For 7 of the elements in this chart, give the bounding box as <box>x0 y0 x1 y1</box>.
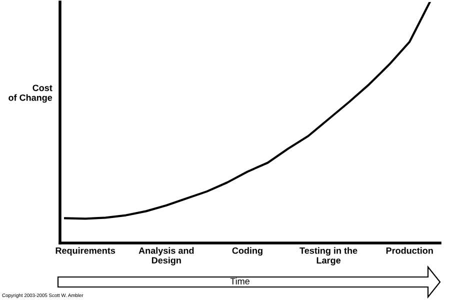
x-tick-label: Analysis and Design <box>138 247 194 266</box>
x-tick-label: Testing in the Large <box>300 247 358 266</box>
x-tick-label: Production <box>386 247 433 254</box>
x-tick-label: Requirements <box>56 247 116 256</box>
y-axis-title: Cost of Change <box>8 84 52 103</box>
x-axis-title: Time <box>230 278 250 284</box>
x-tick-label: Coding <box>232 247 262 256</box>
